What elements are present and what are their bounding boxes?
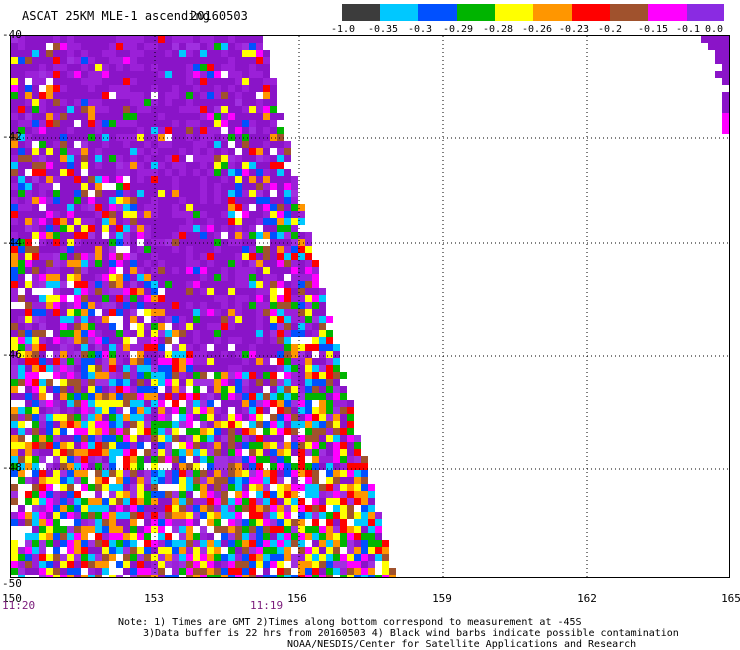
colorbar-swatch-6	[533, 4, 572, 21]
lon-label-150: 150	[2, 592, 22, 605]
colorbar-label-2: -0.35	[367, 24, 399, 35]
colorbar-swatch-2	[380, 4, 418, 21]
map-plot	[10, 35, 730, 578]
time-label-left: 11:20	[2, 599, 36, 612]
lat-label-48: -48	[2, 461, 22, 474]
note-line-3: NOAA/NESDIS/Center for Satellite Applica…	[287, 639, 637, 650]
swath-cells	[11, 36, 729, 577]
colorbar-swatch-7	[572, 4, 610, 21]
map-date: 20160503	[190, 9, 248, 23]
colorbar-label-1: -1.0	[330, 24, 356, 35]
lon-label-162: 162	[577, 592, 597, 605]
lat-label-50: -50	[2, 577, 22, 590]
colorbar-label-11: 0.0	[704, 24, 724, 35]
colorbar-label-9: -0.15	[637, 24, 669, 35]
lat-label-46: -46	[2, 348, 22, 361]
colorbar-label-7: -0.23	[558, 24, 590, 35]
lon-label-153: 153	[144, 592, 164, 605]
map-title: ASCAT 25KM MLE-1 ascending	[22, 9, 210, 23]
note-line-2: 3)Data buffer is 22 hrs from 20160503 4)…	[143, 628, 679, 639]
colorbar-swatch-1	[342, 4, 380, 21]
colorbar-label-4: -0.29	[442, 24, 474, 35]
colorbar-label-8: -0.2	[597, 24, 623, 35]
colorbar-swatch-4	[457, 4, 495, 21]
colorbar-swatch-5	[495, 4, 533, 21]
colorbar-swatch-10	[687, 4, 724, 21]
lon-label-159: 159	[432, 592, 452, 605]
colorbar-swatch-9	[648, 4, 687, 21]
colorbar-label-6: -0.26	[521, 24, 553, 35]
map-canvas	[11, 36, 729, 577]
colorbar-swatch-3	[418, 4, 457, 21]
colorbar-label-10: -0.1	[675, 24, 701, 35]
colorbar-label-3: -0.3	[407, 24, 433, 35]
lat-label-42: -42	[2, 130, 22, 143]
lon-label-156: 156	[287, 592, 307, 605]
colorbar-label-5: -0.28	[482, 24, 514, 35]
lat-label-40: -40	[2, 28, 22, 41]
lon-label-165: 165	[721, 592, 740, 605]
colorbar-swatch-8	[610, 4, 648, 21]
lat-label-44: -44	[2, 236, 22, 249]
time-label-mid: 11:19	[250, 599, 284, 612]
note-line-1: Note: 1) Times are GMT 2)Times along bot…	[118, 617, 582, 628]
graticule	[11, 36, 729, 577]
